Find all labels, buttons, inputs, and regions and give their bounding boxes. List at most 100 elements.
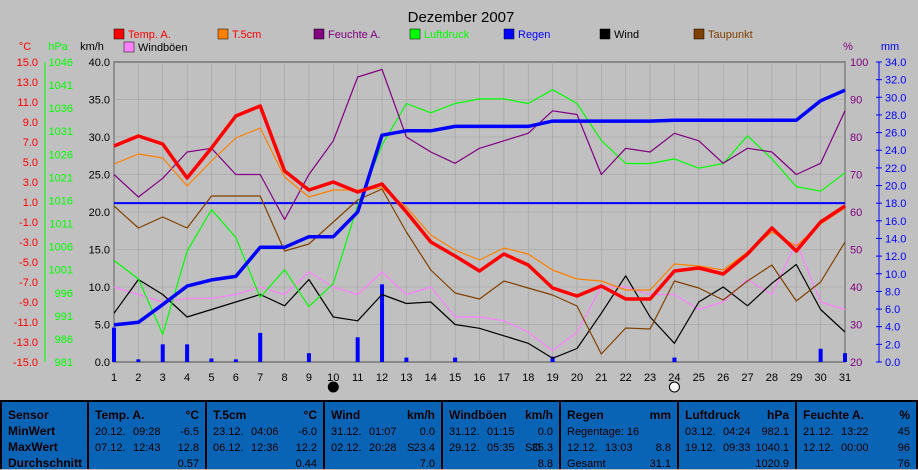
rain-bar bbox=[550, 356, 555, 362]
cell-value: 12.2 bbox=[295, 442, 317, 454]
wind-tick: 35.0 bbox=[89, 95, 110, 107]
row-labels-panel: Sensor MinWert MaxWert Durchschnitt bbox=[2, 402, 87, 470]
cell-value: 8.8 bbox=[655, 442, 671, 454]
temp-tick: -13.0 bbox=[13, 337, 38, 349]
rain-bar bbox=[404, 357, 409, 362]
wind-tick: 40.0 bbox=[89, 57, 110, 69]
axes: °C hPa km/h% mm15.013.011.09.07.05.03.01.0-… bbox=[13, 41, 906, 393]
rain-tick: 22.0 bbox=[885, 163, 906, 175]
temp-tick: -3.0 bbox=[19, 237, 38, 249]
panel-title: Temp. A. bbox=[95, 408, 145, 422]
rain-bar bbox=[136, 359, 141, 362]
cell-time: 04:06 bbox=[251, 426, 279, 438]
pressure-tick: 996 bbox=[55, 288, 73, 300]
panel-unit: °C bbox=[185, 408, 199, 422]
pressure-tick: 1026 bbox=[49, 149, 73, 161]
temp-tick: -11.0 bbox=[14, 317, 38, 329]
legend-label-1: T.5cm bbox=[232, 29, 261, 41]
cell-date: 12.12. bbox=[567, 442, 598, 454]
x-tick: 12 bbox=[376, 372, 388, 384]
cell-value: 8.8 bbox=[537, 458, 553, 470]
cell-date: 20.12. bbox=[95, 426, 126, 438]
cell-date: 31.12. bbox=[449, 426, 480, 438]
cell-time: 00:00 bbox=[841, 442, 869, 454]
humidity-tick: 60 bbox=[850, 207, 862, 219]
cell-time: 20:28 bbox=[369, 442, 397, 454]
summary-panel: Regen mm Regentage: 16 12.12. 13:03 8.8 Gesamt… bbox=[561, 402, 677, 470]
rain-tick: 30.0 bbox=[885, 92, 906, 104]
legend-swatch bbox=[409, 28, 421, 40]
legend-label-7: Windböen bbox=[138, 42, 188, 54]
pressure-tick: 1016 bbox=[49, 195, 73, 207]
plot-area bbox=[112, 68, 847, 362]
cell-dir: S bbox=[407, 442, 415, 454]
cell-value: 0.0 bbox=[419, 426, 435, 438]
x-tick: 7 bbox=[257, 372, 263, 384]
wind-tick: 15.0 bbox=[89, 245, 110, 257]
cell-value: 1020.9 bbox=[755, 458, 789, 470]
pressure-tick: 991 bbox=[55, 311, 73, 323]
cell-date: 03.12. bbox=[685, 426, 716, 438]
pressure-tick: 986 bbox=[55, 334, 73, 346]
x-tick: 27 bbox=[741, 372, 753, 384]
rain-bar bbox=[209, 358, 214, 362]
rain-bar bbox=[453, 357, 458, 362]
rain-bar bbox=[672, 357, 677, 362]
full-moon-icon bbox=[668, 381, 680, 393]
legend-swatch bbox=[217, 28, 229, 40]
legend-swatch bbox=[503, 28, 515, 40]
temp-tick: 1.0 bbox=[23, 197, 38, 209]
rain-unit: mm bbox=[881, 41, 899, 53]
cell-date: 21.12. bbox=[803, 426, 834, 438]
x-tick: 16 bbox=[473, 372, 485, 384]
humidity-tick: 90 bbox=[850, 95, 862, 107]
rain-tick: 28.0 bbox=[885, 110, 906, 122]
series-line bbox=[113, 127, 846, 291]
summary-panel: Feuchte A.% 21.12. 13:22 45 12.12. 00:00 96 76 bbox=[797, 402, 916, 470]
pressure-tick: 1011 bbox=[49, 219, 73, 231]
temp-tick: -7.0 bbox=[19, 277, 38, 289]
chart-title: Dezember 2007 bbox=[408, 9, 515, 26]
rain-tick: 2.0 bbox=[885, 339, 900, 351]
summary-panel: Temp. A. °C 20.12. 09:28 -6.5 07.12. 12:43 12.8… bbox=[89, 402, 205, 470]
wind-tick: 20.0 bbox=[89, 207, 110, 219]
series-line bbox=[113, 241, 846, 352]
temp-tick: 15.0 bbox=[17, 57, 38, 69]
cell-time: 04:24 bbox=[723, 426, 751, 438]
rain-bar bbox=[112, 327, 116, 362]
humidity-tick: 100 bbox=[850, 57, 868, 69]
x-tick: 31 bbox=[839, 372, 851, 384]
x-tick: 25 bbox=[693, 372, 705, 384]
rain-tick: 10.0 bbox=[885, 269, 906, 281]
panel-title: Luftdruck bbox=[685, 408, 741, 422]
cell-time: 12:43 bbox=[133, 442, 161, 454]
pressure-tick: 1046 bbox=[49, 57, 73, 69]
humidity-tick: 20 bbox=[850, 357, 862, 369]
series-line bbox=[113, 188, 846, 355]
row-label-min: MinWert bbox=[8, 424, 56, 438]
temp-tick: 11.0 bbox=[17, 97, 38, 109]
cell-date: Regentage: 16 bbox=[567, 426, 640, 438]
x-tick: 2 bbox=[135, 372, 141, 384]
rain-tick: 12.0 bbox=[885, 251, 906, 263]
cell-value: 31.1 bbox=[649, 458, 671, 470]
legend-label-0: Temp. A. bbox=[128, 29, 171, 41]
wind-unit: km/h bbox=[80, 41, 104, 53]
summary-panel: T.5cm °C 23.12. 04:06 -6.0 06.12. 12:36 12.2 0.4… bbox=[207, 402, 323, 470]
cell-time: 09:33 bbox=[723, 442, 751, 454]
x-tick: 8 bbox=[282, 372, 288, 384]
x-tick: 22 bbox=[620, 372, 632, 384]
temp-tick: -1.0 bbox=[19, 217, 38, 229]
x-tick: 20 bbox=[571, 372, 583, 384]
cell-value: 76 bbox=[897, 458, 910, 470]
row-label-sensor: Sensor bbox=[8, 408, 49, 422]
panel-title: Windböen bbox=[449, 408, 507, 422]
legend-swatch bbox=[693, 28, 705, 40]
cell-value: 0.0 bbox=[537, 426, 553, 438]
rain-bar bbox=[258, 332, 263, 362]
x-tick: 10 bbox=[327, 372, 339, 384]
rain-tick: 14.0 bbox=[885, 233, 906, 245]
legend-label-5: Wind bbox=[614, 29, 639, 41]
x-tick: 18 bbox=[522, 372, 534, 384]
wind-tick: 0.0 bbox=[95, 357, 110, 369]
